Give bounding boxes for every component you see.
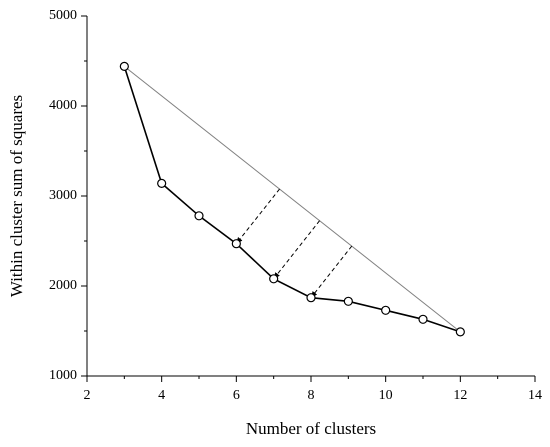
marker bbox=[455, 327, 465, 337]
marker bbox=[306, 293, 316, 303]
y-tick-label: 4000 bbox=[49, 98, 77, 113]
x-tick-label: 10 bbox=[379, 388, 393, 403]
y-axis-label: Within cluster sum of squares bbox=[7, 95, 26, 297]
x-axis-label: Number of clusters bbox=[246, 419, 376, 438]
distance-arrow bbox=[310, 245, 353, 299]
x-tick-label: 12 bbox=[453, 388, 467, 403]
y-tick-label: 5000 bbox=[49, 8, 77, 23]
y-tick-label: 2000 bbox=[49, 278, 77, 293]
line bbox=[123, 66, 461, 333]
marker bbox=[381, 305, 391, 315]
y-tick-label: 3000 bbox=[49, 188, 77, 203]
x-tick-label: 8 bbox=[308, 388, 315, 403]
reference-line bbox=[124, 66, 461, 333]
marker bbox=[194, 211, 204, 221]
marker bbox=[269, 274, 279, 284]
x-tick-label: 14 bbox=[528, 388, 542, 403]
marker bbox=[119, 61, 129, 72]
x-tick-label: 2 bbox=[84, 388, 91, 403]
x-tick-label: 6 bbox=[233, 388, 240, 403]
y-tick-label: 1000 bbox=[49, 368, 77, 383]
distance-arrow bbox=[235, 188, 280, 245]
distance-arrow bbox=[273, 220, 320, 280]
marker bbox=[418, 314, 428, 324]
marker bbox=[231, 239, 241, 249]
marker bbox=[343, 296, 353, 306]
marker bbox=[157, 178, 167, 188]
x-tick-label: 4 bbox=[158, 388, 165, 403]
